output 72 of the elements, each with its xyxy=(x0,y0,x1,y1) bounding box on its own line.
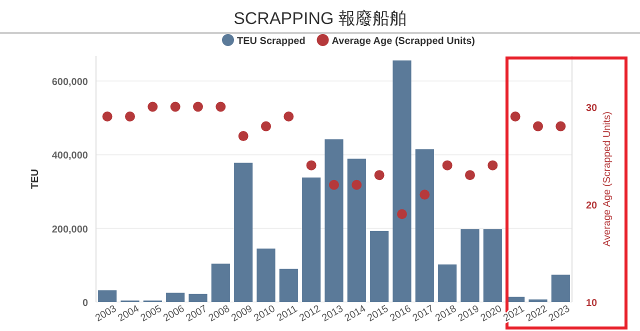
x-tick-label: 2008 xyxy=(207,303,232,324)
x-tick-label: 2018 xyxy=(434,303,459,324)
y-tick-label: 200,000 xyxy=(52,224,88,236)
y2-axis-title: Average Age (Scrapped Units) xyxy=(602,112,613,246)
point xyxy=(533,121,543,132)
bar xyxy=(370,230,389,302)
point xyxy=(125,112,135,122)
point xyxy=(465,170,475,180)
point xyxy=(238,131,248,142)
x-tick-label: 2015 xyxy=(366,303,391,324)
bar xyxy=(234,162,253,302)
x-tick-label: 2019 xyxy=(456,303,482,324)
x-tick-label: 2005 xyxy=(139,303,164,324)
y-tick-label: 400,000 xyxy=(52,150,88,162)
bar xyxy=(392,60,412,302)
point xyxy=(556,121,566,132)
chart-title: SCRAPPING 報廢船舶 xyxy=(234,9,406,28)
x-tick-label: 2023 xyxy=(547,303,572,324)
y2-tick-label: 10 xyxy=(586,298,598,309)
bar xyxy=(302,178,321,302)
x-tick-label: 2014 xyxy=(343,303,368,324)
y2-tick-label: 20 xyxy=(586,200,598,212)
point xyxy=(261,121,271,132)
x-tick-label: 2017 xyxy=(411,303,436,324)
x-tick-label: 2010 xyxy=(252,303,278,324)
point xyxy=(510,112,520,122)
bar xyxy=(324,139,344,302)
bar xyxy=(551,274,570,302)
x-tick-label: 2021 xyxy=(502,303,527,324)
x-tick-label: 2009 xyxy=(230,303,255,324)
bar xyxy=(460,229,480,302)
y2-tick-label: 30 xyxy=(586,102,598,114)
legend-label: Average Age (Scrapped Units) xyxy=(332,36,475,47)
point xyxy=(397,209,407,220)
point xyxy=(329,180,339,190)
y-tick-label: 600,000 xyxy=(52,77,88,88)
x-tick-label: 2007 xyxy=(184,303,210,324)
point xyxy=(374,170,384,180)
x-tick-label: 2020 xyxy=(479,303,504,324)
legend-label: TEU Scrapped xyxy=(237,36,306,47)
point xyxy=(170,102,180,112)
point xyxy=(102,112,112,122)
point xyxy=(442,160,452,170)
bar xyxy=(211,264,230,302)
bar xyxy=(438,264,457,302)
bar xyxy=(347,158,366,302)
bar xyxy=(166,292,185,302)
bar xyxy=(279,268,298,302)
x-tick-label: 2016 xyxy=(388,303,414,324)
bar xyxy=(256,248,276,302)
bar xyxy=(98,290,117,302)
point xyxy=(306,160,316,170)
bar xyxy=(415,149,434,302)
x-tick-label: 2013 xyxy=(320,303,346,324)
point xyxy=(193,102,203,112)
x-tick-label: 2003 xyxy=(94,303,119,324)
bar xyxy=(483,229,502,302)
point xyxy=(420,190,430,200)
y-axis-title: TEU xyxy=(30,169,41,189)
x-tick-label: 2011 xyxy=(275,303,300,324)
x-tick-label: 2012 xyxy=(298,303,323,324)
point xyxy=(216,102,226,112)
x-tick-label: 2004 xyxy=(116,303,142,324)
x-tick-label: 2006 xyxy=(162,303,187,324)
y-tick-label: 0 xyxy=(82,298,88,309)
point xyxy=(284,112,294,122)
bar xyxy=(528,299,548,302)
point xyxy=(352,180,362,190)
point xyxy=(488,160,498,170)
bar xyxy=(188,294,208,302)
point xyxy=(148,102,158,112)
x-tick-label: 2022 xyxy=(524,303,550,324)
